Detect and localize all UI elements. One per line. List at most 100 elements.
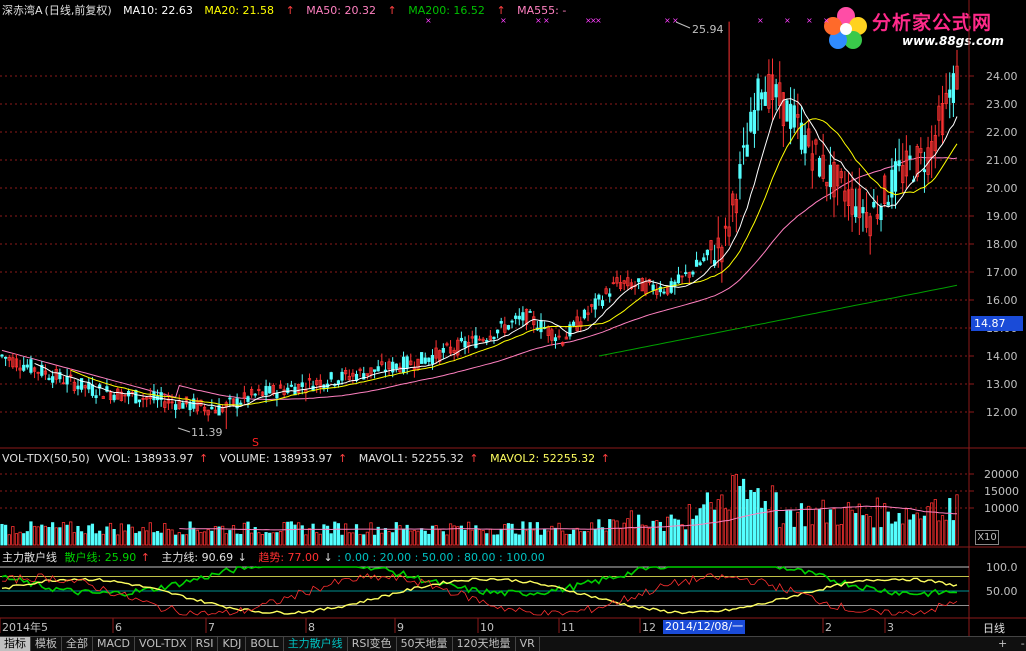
volume-bar [456,526,460,546]
volume-bar [749,489,753,546]
tab-item[interactable]: VOL-TDX [135,637,192,651]
volume-bar [253,527,257,546]
retail-line-value: 散户线: 25.90 [64,551,137,564]
candle-body [752,109,757,134]
volume-bar [532,529,536,546]
volume-bar [130,526,134,546]
candle-body [282,389,286,396]
candle-body [600,300,605,306]
volume-ma-line [179,505,957,531]
mavol2-value: MAVOL2: 52255.32 [490,452,596,465]
volume-bar [846,502,851,546]
zoom-out-button[interactable]: - [1020,637,1025,650]
candle-body [561,342,565,346]
candle-body [105,386,109,392]
volume-bar [781,523,785,546]
volume-bar [18,531,22,546]
period-label[interactable]: 日线 [983,622,1005,635]
tab-item[interactable]: 120天地量 [453,637,516,651]
candle-body [579,321,583,327]
trend-arrow: ↓ [323,551,333,564]
candle-body [0,354,4,357]
ma10-path [34,98,958,409]
volume-bar [297,522,301,546]
volume-bar [702,504,706,546]
logo-url: www.88gs.com [902,34,1004,48]
candle-body [463,341,467,348]
date-tick-label: 11 [561,621,575,634]
volume-bar [250,532,254,546]
candle-body [141,397,145,400]
candle-body [604,288,608,294]
zoom-in-button[interactable]: + [998,637,1008,650]
candle-body [268,386,272,394]
volume-bar [412,530,416,546]
candle-body [904,150,908,177]
volume-bar [528,522,532,546]
volume-bar [76,525,80,546]
volume-bar [293,524,297,546]
volume-bar [738,485,742,546]
volume-bar [658,521,662,546]
candle-body [933,135,937,152]
volume-bar [242,522,246,546]
candle-body [322,384,326,390]
price-tick-label: 20.00 [986,182,1018,195]
candle-body [637,278,641,283]
volume-bar [694,515,699,546]
tab-item[interactable]: KDJ [218,637,247,651]
volume-bar [828,509,832,546]
candle-body [420,352,424,364]
volume-bar [684,529,688,546]
volume-bar [557,522,561,546]
candle-body [76,385,80,390]
candle-body [499,321,503,324]
candle-body [691,271,695,275]
tab-item[interactable]: MACD [93,637,135,651]
candle-body [814,139,818,145]
price-tick-label: 24.00 [986,70,1018,83]
volume-bar [148,522,152,546]
tab-item[interactable]: 全部 [62,637,93,651]
candle-body [394,363,398,369]
tab-item[interactable]: 50天地量 [397,637,453,651]
candle-body [11,357,15,368]
tab-item[interactable]: RSI [192,637,219,651]
candle-body [181,402,185,409]
volume-bar [224,533,228,546]
tab-item[interactable]: RSI变色 [348,637,397,651]
volume-bar [14,533,19,546]
tab-item[interactable]: BOLL [246,637,284,651]
candle-body [253,393,257,396]
volume-bar [322,524,326,546]
candle-body [47,377,51,381]
sell-signal: S [252,436,259,449]
tab-item[interactable]: VR [516,637,540,651]
volume-bar [152,532,156,546]
volume-bar [127,524,131,546]
volume-bar [376,526,380,546]
volume-bar [235,533,239,546]
tab-indicator[interactable]: 指标 [0,637,31,651]
volume-bar [488,528,492,546]
date-tick-label: 2 [825,621,832,634]
candle-body [318,379,322,388]
candle-body [539,319,543,333]
volume-bar [213,526,218,546]
volume-bar [937,520,941,546]
volume-bar [770,485,775,546]
candle-body [763,91,767,106]
date-tick-label: 7 [208,621,215,634]
volume-bar [217,526,221,546]
candle-body [781,92,785,127]
tab-item[interactable]: 主力散户线 [284,637,348,651]
tab-item[interactable]: 模板 [31,637,62,651]
volume-grid [0,473,969,509]
candle-body [662,291,666,294]
volume-bar [315,532,319,546]
volume-bar [47,527,51,546]
ma200-path [598,284,958,357]
candle-body [90,384,95,396]
candle-body [517,315,521,320]
